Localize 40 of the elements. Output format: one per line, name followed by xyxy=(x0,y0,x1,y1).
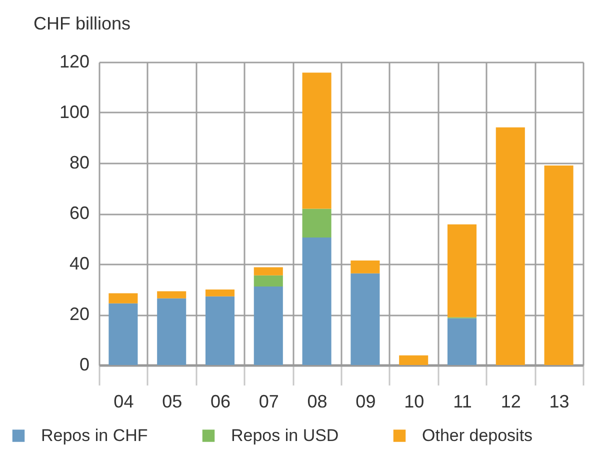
x-tick-label: 11 xyxy=(453,392,472,412)
bar xyxy=(544,166,574,365)
bar xyxy=(205,296,235,365)
bar xyxy=(254,267,283,276)
bar xyxy=(254,286,283,365)
bar xyxy=(302,72,332,209)
legend-label: Repos in USD xyxy=(231,426,339,445)
x-tick-label: 08 xyxy=(307,392,328,412)
y-tick-label: 100 xyxy=(59,102,90,122)
legend-label: Repos in CHF xyxy=(41,426,148,445)
y-tick-label: 80 xyxy=(69,152,90,172)
x-tick-label: 05 xyxy=(162,392,182,412)
x-tick-label: 04 xyxy=(114,392,134,412)
bar xyxy=(108,303,138,365)
x-tick-label: 12 xyxy=(500,392,521,412)
bar xyxy=(108,293,138,304)
bar xyxy=(350,260,380,274)
bar xyxy=(447,224,477,318)
x-tick-label: 06 xyxy=(210,392,231,412)
bar xyxy=(254,275,283,286)
y-tick-label: 0 xyxy=(79,354,90,374)
legend-label: Other deposits xyxy=(422,426,533,445)
x-tick-label: 10 xyxy=(404,392,424,412)
y-tick-label: 40 xyxy=(69,254,90,274)
bar xyxy=(157,291,186,298)
bar xyxy=(496,127,525,365)
bar xyxy=(350,273,380,365)
y-axis-title: CHF billions xyxy=(34,14,131,34)
y-tick-label: 20 xyxy=(69,304,90,324)
y-tick-label: 120 xyxy=(59,52,90,72)
bar xyxy=(205,290,235,296)
x-tick-label: 07 xyxy=(258,392,279,412)
bar xyxy=(447,318,477,365)
bar xyxy=(302,237,332,365)
x-tick-label: 13 xyxy=(549,392,570,412)
bar xyxy=(157,298,186,365)
bar xyxy=(302,208,332,238)
x-tick-label: 09 xyxy=(356,392,376,412)
bar xyxy=(399,355,428,365)
y-tick-label: 60 xyxy=(69,203,90,223)
